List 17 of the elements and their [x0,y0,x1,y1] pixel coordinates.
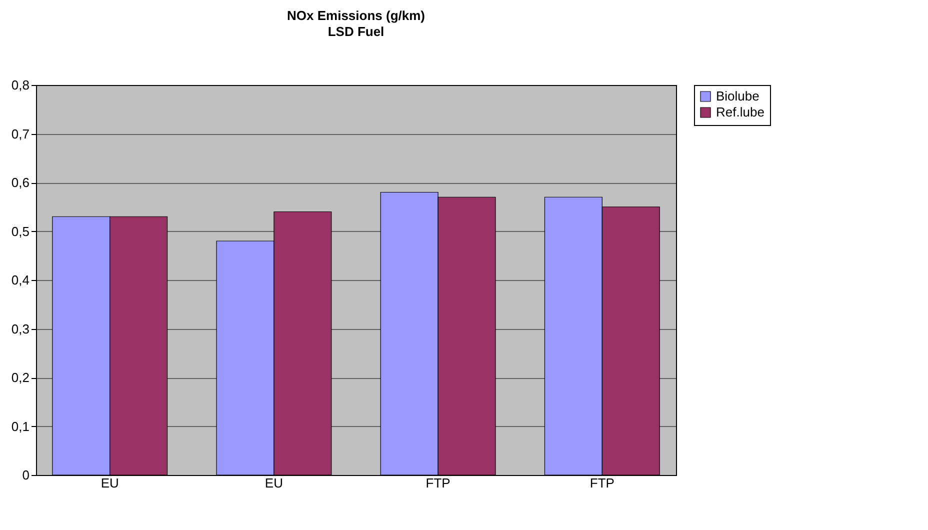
y-tick-label: 0,7 [11,126,30,142]
y-tick-label: 0,5 [11,224,30,239]
y-tick-label: 0 [22,468,30,482]
y-tick-label: 0,6 [11,175,30,190]
x-tick-label: EU [264,476,283,490]
x-tick-label: FTP [590,476,614,490]
legend-label: Biolube [716,88,760,104]
x-tick-label: EU [100,476,119,490]
y-tick-label: 0,3 [11,321,30,336]
chart-subtitle: LSD Fuel [328,24,384,39]
y-tick-label: 0,1 [11,418,30,434]
y-tick-label: 0,8 [11,78,30,92]
y-tick-label: 0,2 [11,370,30,385]
chart-title: NOx Emissions (g/km) [287,8,425,23]
y-tick-label: 0,4 [11,272,30,288]
legend-label: Ref.lube [716,104,764,120]
x-tick-label: FTP [426,476,450,490]
